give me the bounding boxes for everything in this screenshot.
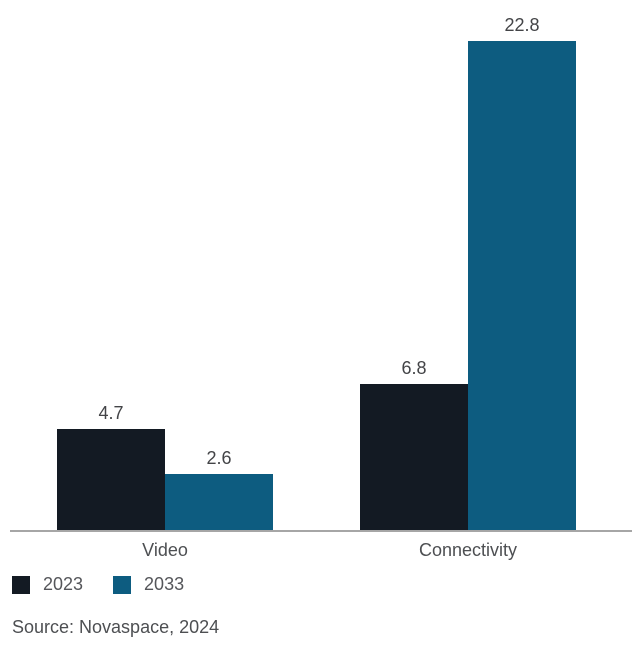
category-label-connectivity: Connectivity — [418, 540, 518, 560]
legend-label-2023: 2023 — [43, 574, 84, 594]
category-label-video: Video — [142, 540, 188, 560]
value-label-connectivity-2033: 22.8 — [504, 15, 540, 35]
x-axis-line — [10, 530, 632, 532]
plot-area: 4.7 2.6 6.8 22.8 — [10, 15, 632, 532]
legend-item-2033: 2033 — [113, 574, 184, 595]
legend: 2023 2033 — [12, 574, 184, 595]
legend-swatch-2023 — [12, 575, 30, 594]
bar-connectivity-2033 — [468, 41, 576, 530]
bar-video-2033 — [165, 474, 273, 530]
source-note: Source: Novaspace, 2024 — [12, 617, 220, 637]
legend-item-2023: 2023 — [12, 574, 83, 595]
value-label-video-2023: 4.7 — [98, 403, 124, 423]
value-label-connectivity-2023: 6.8 — [401, 358, 427, 378]
legend-swatch-2033 — [113, 575, 132, 594]
bar-connectivity-2023 — [360, 384, 468, 530]
bar-video-2023 — [57, 429, 165, 530]
value-label-video-2033: 2.6 — [206, 448, 232, 468]
legend-label-2033: 2033 — [144, 574, 185, 594]
